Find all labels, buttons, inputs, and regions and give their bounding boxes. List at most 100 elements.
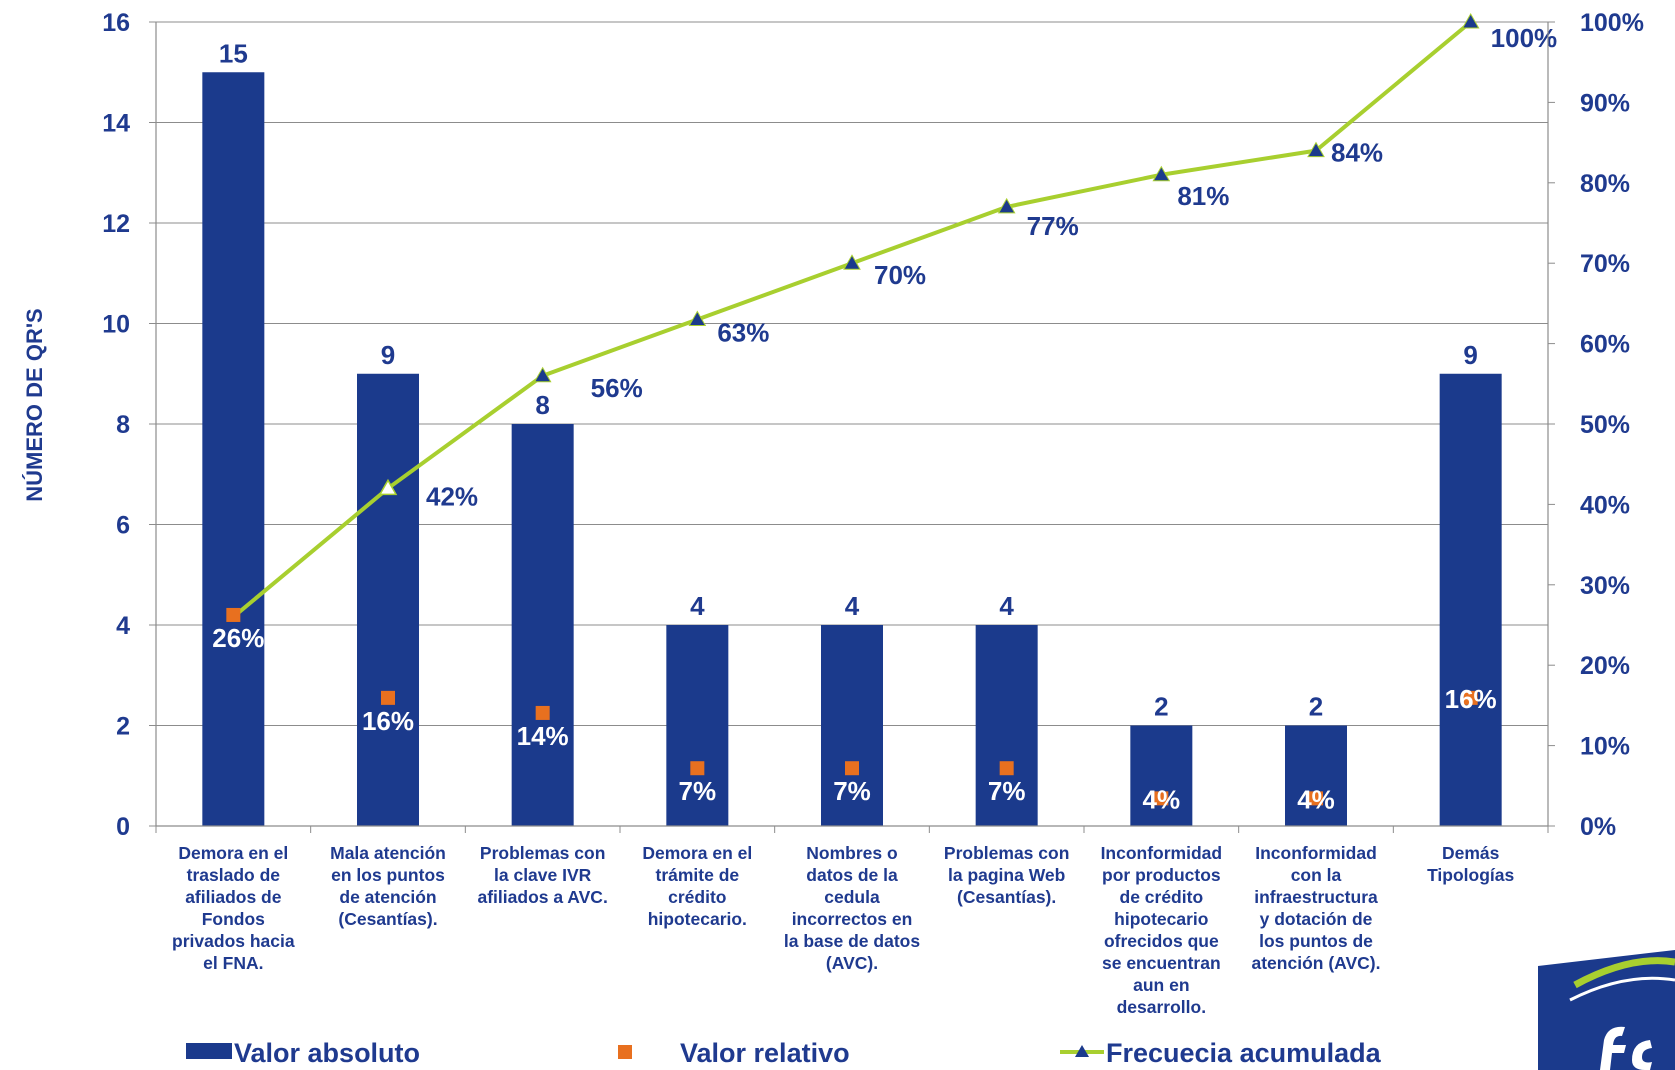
category-label-line: Nombres o — [806, 843, 898, 863]
right-axis-ticks: 0% 10% 20% 30% 40% 50% 60% 70% 80% 90% 100% — [1580, 9, 1644, 841]
category-label-line: hipotecario. — [647, 909, 747, 929]
bar — [1130, 725, 1193, 826]
relative-value-label: 7% — [679, 776, 717, 806]
category-label: Mala atención en los puntos de atención (Ce… — [318, 842, 458, 930]
right-tick-label: 80% — [1580, 170, 1630, 198]
bar — [1439, 373, 1502, 826]
relative-marker — [845, 761, 859, 776]
legend-bar-swatch — [186, 1043, 232, 1059]
category-label-line: Problemas con — [943, 843, 1070, 863]
category-label-line: datos de la — [806, 865, 898, 885]
category-label-line: Inconformidad — [1100, 843, 1223, 863]
right-tick-label: 40% — [1580, 491, 1630, 519]
right-tick-label: 50% — [1580, 411, 1630, 439]
relative-marker — [381, 690, 395, 705]
category-label-line: Mala atención — [330, 843, 446, 863]
right-tick-label: 10% — [1580, 733, 1630, 761]
relative-marker — [1154, 791, 1169, 806]
category-label-line: Demás — [1441, 843, 1500, 863]
category-label-line: desarrollo. — [1116, 997, 1207, 1017]
cumulative-marker — [1461, 12, 1480, 29]
relative-value-label: 7% — [833, 776, 871, 806]
category-label-line: Inconformidad — [1255, 843, 1377, 863]
category-label-line: traslado de — [186, 865, 281, 885]
category-label-line: afiliados a AVC. — [477, 887, 608, 907]
category-label-line: la pagina Web — [947, 865, 1066, 885]
category-label-line: hipotecario — [1114, 909, 1209, 929]
y-axis-label: NÚMERO DE QR'S — [22, 308, 47, 501]
category-label-line: los puntos de — [1259, 931, 1373, 951]
right-tick-label: 20% — [1580, 652, 1630, 680]
right-tick-label: 0% — [1580, 813, 1616, 841]
bar-value-label: 8 — [535, 390, 549, 420]
category-label-line: ofrecidos que — [1103, 931, 1219, 951]
category-label-line: incorrectos en — [791, 909, 913, 929]
relative-marker — [999, 761, 1014, 776]
relative-marker — [226, 607, 241, 622]
category-label: Demás Tipologías — [1401, 842, 1541, 886]
relative-value-labels: 26% 16% 14% 7% 7% 7% 4% 4% 16% — [212, 623, 1496, 814]
category-label: Demora en el trámite de crédito hipotecario… — [627, 842, 767, 930]
category-label-line: de crédito — [1119, 887, 1204, 907]
left-tick-label: 8 — [116, 411, 130, 439]
legend-bar-label: Valor absoluto — [234, 1038, 420, 1068]
cumulative-marker — [378, 478, 398, 496]
relative-value-label: 4% — [1143, 784, 1181, 814]
bar — [511, 424, 574, 826]
cumulative-marker — [1152, 165, 1171, 182]
category-label-line: (AVC). — [825, 953, 879, 973]
category-label-line: en los puntos — [331, 865, 445, 885]
left-tick-label: 16 — [102, 9, 130, 37]
category-label-line: se encuentran — [1102, 953, 1221, 973]
left-tick-label: 6 — [116, 512, 130, 540]
category-label-line: Demora en el — [178, 843, 289, 863]
category-label: Nombres o datos de la cedula incorrectos en… — [782, 842, 922, 974]
category-label-line: (Cesantías). — [338, 909, 438, 929]
cumulative-value-label: 56% — [591, 373, 643, 403]
left-tick-label: 2 — [116, 713, 130, 741]
bars-series — [202, 72, 1502, 826]
relative-marker — [535, 705, 550, 720]
bar — [821, 625, 883, 826]
left-tick-label: 14 — [102, 110, 130, 138]
bar-value-label: 9 — [1463, 340, 1477, 370]
category-label-line: Demora en el — [642, 843, 753, 863]
relative-value-label: 26% — [212, 623, 264, 653]
right-tick-label: 60% — [1580, 331, 1630, 359]
left-axis-ticks: 0 2 4 6 8 10 12 14 16 — [102, 9, 130, 841]
bar — [202, 72, 265, 826]
category-label-line: Tipologías — [1427, 865, 1515, 885]
cumulative-value-label: 42% — [426, 481, 478, 511]
category-label-line: Problemas con — [479, 843, 606, 863]
legend: Valor absoluto Valor relativo Frecuecia … — [186, 1038, 1382, 1068]
category-label-line: y dotación de — [1259, 909, 1373, 929]
bar-value-label: 2 — [1309, 692, 1323, 722]
category-label-line: afiliados de — [185, 887, 282, 907]
category-label-line: atención (AVC). — [1251, 953, 1381, 973]
left-tick-label: 0 — [116, 813, 130, 841]
category-label-line: la base de datos — [783, 931, 921, 951]
logo — [1538, 950, 1675, 1070]
cumulative-value-labels: 42% 56% 63% 70% 77% 81% 84% 100% — [426, 23, 1557, 511]
bar — [1285, 725, 1347, 826]
left-tick-label: 10 — [102, 311, 130, 339]
category-label: Problemas con la clave IVR afiliados a AVC… — [473, 842, 613, 908]
bar-value-label: 4 — [999, 591, 1014, 621]
relative-marker — [690, 761, 705, 776]
bar-value-label: 4 — [845, 591, 860, 621]
category-label-line: trámite de — [655, 865, 740, 885]
bar-value-label: 2 — [1154, 692, 1168, 722]
cumulative-value-label: 100% — [1491, 23, 1558, 53]
cumulative-marker — [688, 310, 707, 326]
category-label-line: (Cesantías). — [957, 887, 1057, 907]
category-label-line: de atención — [339, 887, 437, 907]
category-label-line: por productos — [1102, 865, 1221, 885]
cumulative-value-label: 84% — [1331, 138, 1383, 168]
bar — [975, 625, 1038, 826]
cumulative-marker — [843, 254, 861, 270]
category-label-line: Fondos — [201, 909, 265, 929]
right-tick-label: 70% — [1580, 250, 1630, 278]
category-label-line: cedula — [824, 887, 880, 907]
cumulative-marker — [1307, 141, 1325, 158]
